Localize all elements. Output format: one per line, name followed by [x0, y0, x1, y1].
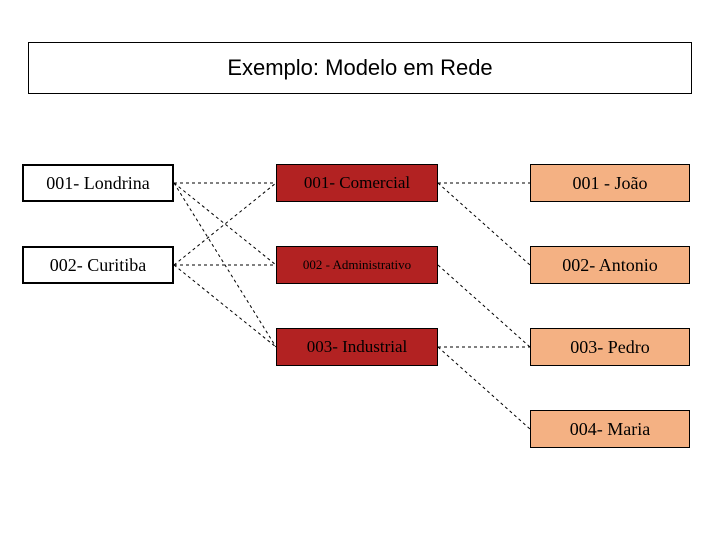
node-label: 002- Curitiba [50, 255, 147, 276]
node-label: 001- Londrina [46, 173, 149, 194]
node-label: 004- Maria [570, 419, 650, 440]
node-right-003-pedro: 003- Pedro [530, 328, 690, 366]
node-left-001-londrina: 001- Londrina [22, 164, 174, 202]
node-mid-002-administrativo: 002 - Administrativo [276, 246, 438, 284]
node-right-004-maria: 004- Maria [530, 410, 690, 448]
node-mid-003-industrial: 003- Industrial [276, 328, 438, 366]
node-right-001-joao: 001 - João [530, 164, 690, 202]
node-right-002-antonio: 002- Antonio [530, 246, 690, 284]
node-label: 001 - João [573, 173, 648, 194]
node-left-002-curitiba: 002- Curitiba [22, 246, 174, 284]
node-mid-001-comercial: 001- Comercial [276, 164, 438, 202]
diagram-stage: Exemplo: Modelo em Rede 001- Londrina 00… [0, 0, 720, 540]
node-label: 003- Pedro [570, 337, 650, 358]
node-label: 002- Antonio [562, 255, 658, 276]
node-label: 001- Comercial [304, 173, 410, 193]
title-box: Exemplo: Modelo em Rede [28, 42, 692, 94]
node-label: 002 - Administrativo [303, 257, 411, 273]
node-label: 003- Industrial [307, 337, 408, 357]
title-text: Exemplo: Modelo em Rede [227, 55, 492, 81]
